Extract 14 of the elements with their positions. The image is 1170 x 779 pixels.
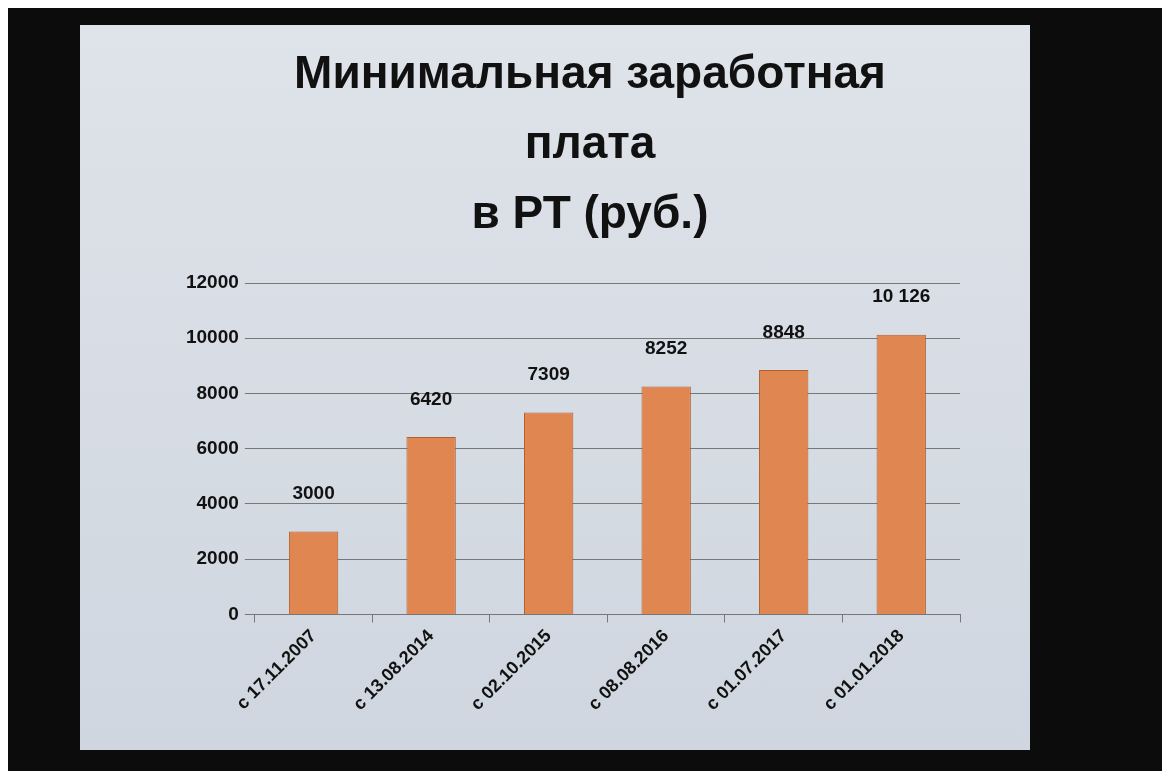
- data-label: 6420: [409, 387, 453, 409]
- y-tick-label: 0: [228, 602, 239, 624]
- data-label: 10 126: [872, 285, 931, 307]
- y-tick-label: 10000: [185, 326, 239, 348]
- data-label: 8252: [645, 337, 688, 359]
- chart-title: Минимальная заработная плата в РТ (руб.): [293, 45, 887, 240]
- y-tick-label: 6000: [196, 436, 239, 458]
- data-label: 7309: [527, 363, 570, 385]
- y-tick-label: 4000: [196, 492, 239, 514]
- y-tick-label: 8000: [196, 381, 239, 403]
- data-label: 3000: [292, 482, 335, 504]
- y-tick-label: 2000: [196, 547, 239, 569]
- data-label: 8848: [762, 320, 805, 342]
- y-tick-label: 12000: [185, 271, 239, 293]
